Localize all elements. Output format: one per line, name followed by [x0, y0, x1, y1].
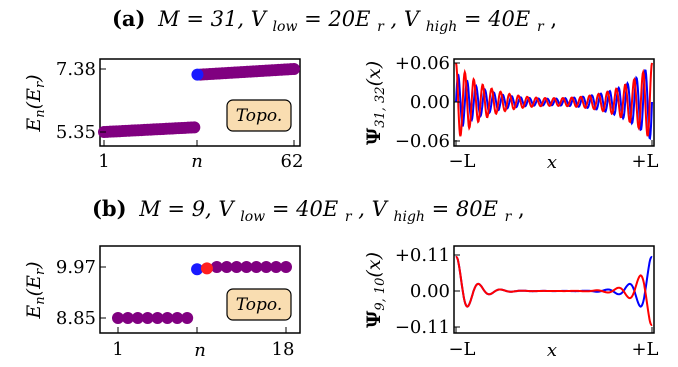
data-point [220, 261, 233, 273]
data-point [121, 312, 134, 324]
row-b-title-part4: = 80E [432, 197, 498, 221]
y-tick-label: 7.38 [56, 59, 96, 80]
topo-badge [226, 288, 292, 321]
data-point [270, 261, 283, 273]
panel-b-left: 9.97 8.85 1 n 18 En(Er) Topo. [23, 245, 301, 361]
data-point [141, 312, 154, 324]
topo-badge-label: Topo. [236, 106, 282, 126]
row-b-title: (b) M = 9, V low = 40E r , V high = 80E … [92, 196, 525, 226]
x-tick-label: x [547, 340, 557, 361]
y-tick-label: −0.11 [395, 317, 450, 338]
row-a-title-part1: M = 31, V [157, 7, 268, 31]
row-a-title-sub3: high [426, 19, 457, 35]
data-point [240, 261, 253, 273]
x-tick-label: 1 [98, 151, 109, 172]
y-axis-label: En(Er) [23, 74, 48, 132]
row-a-title-part2: = 20E [304, 7, 370, 31]
y-tick-label: +0.11 [395, 245, 450, 266]
data-point [112, 312, 124, 324]
y-tick-label: +0.06 [395, 53, 450, 74]
edge-state-point [191, 263, 204, 276]
row-a-title-sub2: r [377, 19, 385, 35]
data-point [280, 261, 292, 273]
wavefunction-lines [455, 255, 653, 327]
x-tick-label: n [194, 340, 206, 361]
data-point [181, 312, 194, 324]
row-b-title-sub3: high [393, 209, 424, 225]
wavefunction-line [455, 255, 653, 308]
y-tick-label: −0.06 [395, 131, 450, 152]
row-a-prefix: (a) [112, 6, 145, 31]
x-tick-label: n [191, 151, 203, 172]
row-a-title-tail: , [550, 7, 557, 31]
x-tick-label: −L [448, 339, 475, 360]
y-axis-label: Ψ31, 32(x) [363, 61, 388, 145]
edge-state-point [191, 68, 204, 81]
panel-a-left: 7.38 5.35 1 n 62 En(Er) Topo. [23, 58, 304, 172]
x-tick-label: 1 [112, 339, 123, 360]
y-tick-label: 0.00 [410, 281, 450, 302]
row-a-title-part3: , V [391, 7, 421, 31]
data-point [188, 121, 201, 134]
wavefunction-line [455, 62, 653, 137]
data-point [151, 312, 164, 324]
row-b-title-part3: , V [358, 197, 388, 221]
plot-frame [99, 58, 301, 147]
y-tick-label: 8.85 [56, 308, 96, 329]
row-b-title-sub4: r [505, 209, 513, 225]
row-b-title-sub2: r [345, 209, 353, 225]
x-tick-label: −L [448, 151, 475, 172]
panel-b-right: +0.11 0.00 −0.11 −L x +L Ψ9, 10(x) [363, 245, 659, 361]
y-tick-label: 9.97 [56, 257, 96, 278]
y-tick-label: 0.00 [410, 92, 450, 113]
plot-frame [99, 245, 301, 334]
x-tick-label: +L [631, 151, 658, 172]
edge-state-point [200, 262, 213, 275]
row-b-prefix: (b) [92, 196, 127, 221]
row-a-title: (a) M = 31, V low = 20E r , V high = 40E… [112, 6, 557, 36]
row-a-title-part4: = 40E [464, 7, 530, 31]
row-b-title-part2: = 40E [272, 197, 338, 221]
x-tick-label: x [547, 152, 557, 173]
data-point [250, 261, 263, 273]
data-point [131, 312, 144, 324]
row-b-title-tail: , [518, 197, 525, 221]
wavefunction-lines [455, 62, 653, 141]
row-a-title-sub1: low [273, 19, 298, 35]
data-points [112, 261, 292, 324]
row-a-title-sub4: r [537, 19, 545, 35]
x-tick-label: 18 [272, 339, 295, 360]
data-points [98, 63, 300, 138]
row-b-title-sub1: low [240, 209, 265, 225]
plot-frame [453, 245, 655, 334]
y-tick-label: 5.35 [56, 122, 96, 143]
panel-a-right: +0.06 0.00 −0.06 −L x +L Ψ31, 32(x) [363, 53, 659, 173]
data-point [230, 261, 243, 273]
data-point [161, 312, 174, 324]
x-tick-label: 62 [281, 151, 304, 172]
y-axis-label: Ψ9, 10(x) [363, 252, 388, 328]
data-point [171, 312, 184, 324]
row-b-title-part1: M = 9, V [138, 197, 235, 221]
topo-badge [226, 99, 292, 132]
x-tick-label: +L [631, 339, 658, 360]
y-axis-label: En(Er) [23, 261, 48, 319]
data-point [210, 261, 223, 273]
data-point [260, 261, 273, 273]
wavefunction-line [455, 255, 653, 327]
topo-badge-label: Topo. [236, 295, 282, 315]
data-point [288, 63, 300, 75]
